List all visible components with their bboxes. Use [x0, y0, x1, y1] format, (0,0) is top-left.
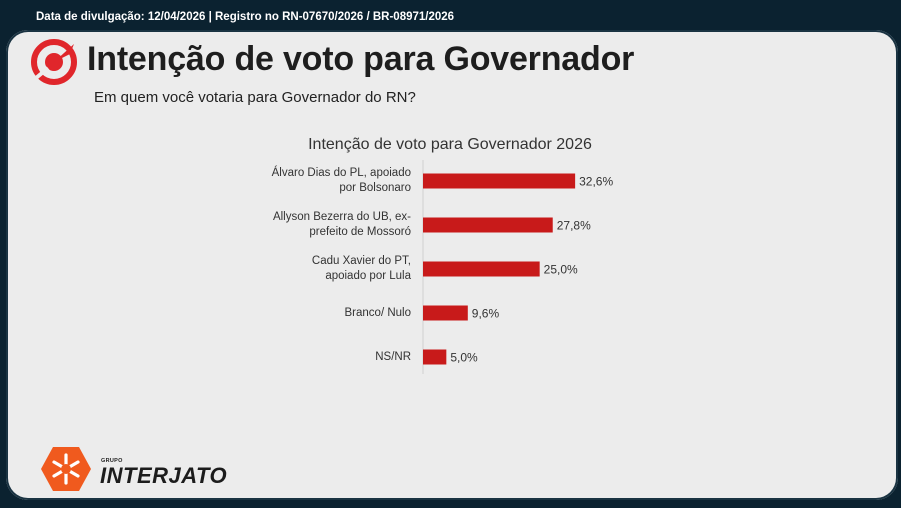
survey-question: Em quem você votaria para Governador do …: [94, 89, 416, 106]
data-label-0: 32,6%: [579, 175, 613, 189]
category-label-line: NS/NR: [375, 350, 411, 363]
category-label-4: NS/NR: [211, 350, 411, 365]
category-label-1: Allyson Bezerra do UB, ex-prefeito de Mo…: [211, 210, 411, 240]
interjato-logo-icon: [41, 447, 91, 491]
category-label-line: Álvaro Dias do PL, apoiado: [271, 167, 411, 179]
data-label-3: 9,6%: [472, 307, 500, 321]
brand-name: INTERJATO: [100, 463, 228, 488]
bar-2: [423, 261, 540, 277]
target-logo-icon: [31, 39, 77, 85]
category-label-line: Branco/ Nulo: [344, 306, 411, 319]
bar-4: [423, 349, 447, 365]
category-label-3: Branco/ Nulo: [211, 306, 411, 321]
data-label-4: 5,0%: [450, 351, 478, 365]
bar-1: [423, 217, 553, 233]
disclosure-text: Data de divulgação: 12/04/2026 | Registr…: [36, 11, 455, 23]
category-label-line: por Bolsonaro: [339, 182, 411, 194]
category-label-2: Cadu Xavier do PT, apoiado por Lula: [211, 254, 411, 284]
category-label-line: apoiado por Lula: [325, 270, 411, 282]
page-title: Intenção de voto para Governador: [87, 40, 635, 78]
chart-title: Intenção de voto para Governador 2026: [308, 136, 592, 153]
category-label-line: prefeito de Mossoró: [309, 226, 411, 238]
category-label-line: Cadu Xavier do PT,: [311, 255, 411, 267]
category-label-0: Álvaro Dias do PL, apoiado por Bolsonaro: [211, 166, 411, 196]
bar-3: [423, 305, 468, 321]
bar-0: [423, 173, 576, 189]
category-label-line: Allyson Bezerra do UB, ex-: [272, 211, 411, 223]
data-label-2: 25,0%: [544, 263, 578, 277]
data-label-1: 27,8%: [557, 219, 591, 233]
brand-group-label: GRUPO: [101, 458, 123, 464]
